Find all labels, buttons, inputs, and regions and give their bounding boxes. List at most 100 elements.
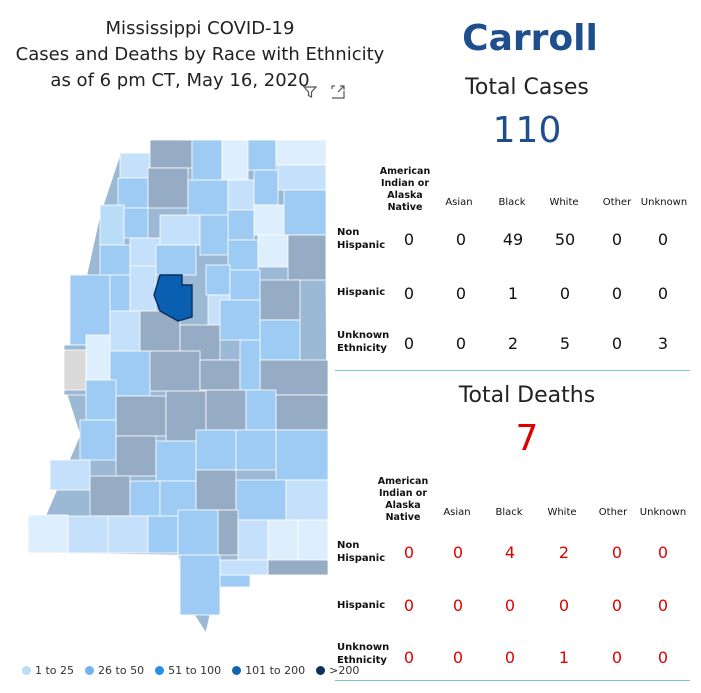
county-hinds	[115, 395, 167, 437]
deaths-h-black: 0	[504, 596, 516, 615]
county-sharkey	[85, 334, 111, 381]
county-lawrence	[129, 480, 161, 517]
deaths-h-other: 0	[611, 596, 623, 615]
cases-nh-black: 49	[502, 230, 524, 249]
cases-h-american-indian: 0	[403, 284, 415, 303]
deaths-row-label-hispanic: Hispanic	[337, 600, 386, 611]
cases-u-black: 2	[507, 334, 519, 353]
cases-u-american-indian: 0	[403, 334, 415, 353]
county-issaquena	[63, 349, 87, 391]
deaths-header-asian: Asian	[443, 507, 471, 518]
cases-divider	[335, 370, 690, 371]
map-legend: 1 to 25 26 to 50 51 to 100 101 to 200 >2…	[22, 664, 359, 677]
county-name: Carroll	[462, 18, 598, 59]
total-cases-label: Total Cases	[465, 75, 589, 100]
total-deaths-label: Total Deaths	[458, 383, 596, 408]
county-prentiss	[253, 169, 279, 206]
county-leake	[199, 359, 241, 391]
county-carroll-selected	[153, 274, 193, 322]
deaths-header-unknown: Unknown	[639, 507, 687, 518]
title-line-1: Mississippi COVID-19	[105, 18, 295, 39]
county-lafayette	[187, 179, 229, 216]
total-deaths-value: 7	[515, 418, 539, 459]
county-noxubee	[259, 279, 301, 321]
deaths-u-asian: 0	[452, 648, 464, 667]
county-copiah	[115, 435, 157, 477]
deaths-header-white: White	[547, 507, 577, 518]
legend-item-1: 1 to 25	[22, 664, 74, 677]
county-warren	[85, 379, 117, 421]
county-quitman	[123, 207, 149, 239]
cases-h-black: 1	[507, 284, 519, 303]
county-humphreys	[109, 310, 141, 352]
county-neshoba	[239, 339, 261, 391]
county-claiborne	[79, 419, 117, 461]
county-oktibbeha	[229, 269, 261, 301]
county-bolivar	[69, 274, 111, 346]
header-other: Other	[602, 197, 632, 208]
county-winston	[219, 299, 261, 341]
county-greene	[235, 479, 287, 521]
county-pearl-river	[179, 554, 221, 616]
county-clay	[257, 234, 289, 268]
legend-dot-icon	[316, 666, 326, 675]
county-lowndes	[287, 234, 327, 281]
county-forrest	[217, 509, 239, 556]
focus-mode-icon[interactable]	[331, 85, 345, 99]
county-benton	[191, 139, 223, 181]
header-white: White	[549, 197, 579, 208]
deaths-nh-other: 0	[611, 543, 623, 562]
county-lee	[253, 204, 285, 236]
filter-icon[interactable]	[303, 85, 317, 99]
deaths-u-unknown: 0	[657, 648, 669, 667]
cases-u-unknown: 3	[657, 334, 669, 353]
deaths-header-black: Black	[495, 507, 523, 518]
county-tishomingo	[275, 139, 327, 166]
deaths-u-other: 0	[611, 648, 623, 667]
county-walthall	[147, 515, 179, 554]
deaths-nh-white: 2	[558, 543, 570, 562]
county-marshall	[149, 139, 193, 169]
header-unknown: Unknown	[640, 197, 688, 208]
county-lamar	[177, 509, 219, 556]
deaths-header-american-indian: American Indian or Alaska Native	[377, 476, 429, 523]
deaths-divider	[335, 680, 690, 681]
legend-item-5: >200	[316, 664, 359, 677]
county-george	[267, 519, 299, 561]
county-yalobusha	[159, 214, 201, 246]
legend-dot-icon	[232, 666, 242, 675]
cases-h-other: 0	[611, 284, 623, 303]
county-hancock	[219, 574, 251, 588]
county-amite	[67, 515, 109, 554]
deaths-nh-asian: 0	[452, 543, 464, 562]
header-american-indian: American Indian or Alaska Native	[379, 166, 431, 213]
deaths-nh-unknown: 0	[657, 543, 669, 562]
county-jones	[195, 469, 237, 511]
deaths-h-white: 0	[558, 596, 570, 615]
deaths-h-asian: 0	[452, 596, 464, 615]
county-tunica	[99, 204, 125, 246]
cases-nh-white: 50	[554, 230, 576, 249]
county-panola	[147, 167, 189, 209]
deaths-row-label-non-hispanic: Non Hispanic	[337, 540, 386, 564]
deaths-header-other: Other	[598, 507, 628, 518]
county-pontotoc	[227, 209, 255, 241]
county-newton	[245, 389, 277, 431]
county-jefferson	[49, 459, 91, 491]
deaths-nh-black: 4	[504, 543, 516, 562]
deaths-u-white: 1	[558, 648, 570, 667]
county-kemper	[259, 319, 301, 361]
county-webster	[205, 264, 231, 296]
deaths-h-american-indian: 0	[403, 596, 415, 615]
county-clarke	[275, 394, 329, 431]
mississippi-county-map	[27, 139, 329, 635]
cases-nh-unknown: 0	[657, 230, 669, 249]
cases-u-other: 0	[611, 334, 623, 353]
county-simpson	[155, 440, 197, 482]
county-tate	[117, 177, 149, 209]
row-label-hispanic: Hispanic	[337, 287, 386, 298]
total-cases-value: 110	[492, 110, 562, 151]
cases-h-asian: 0	[455, 284, 467, 303]
cases-nh-american-indian: 0	[403, 230, 415, 249]
county-coahoma	[99, 244, 131, 276]
